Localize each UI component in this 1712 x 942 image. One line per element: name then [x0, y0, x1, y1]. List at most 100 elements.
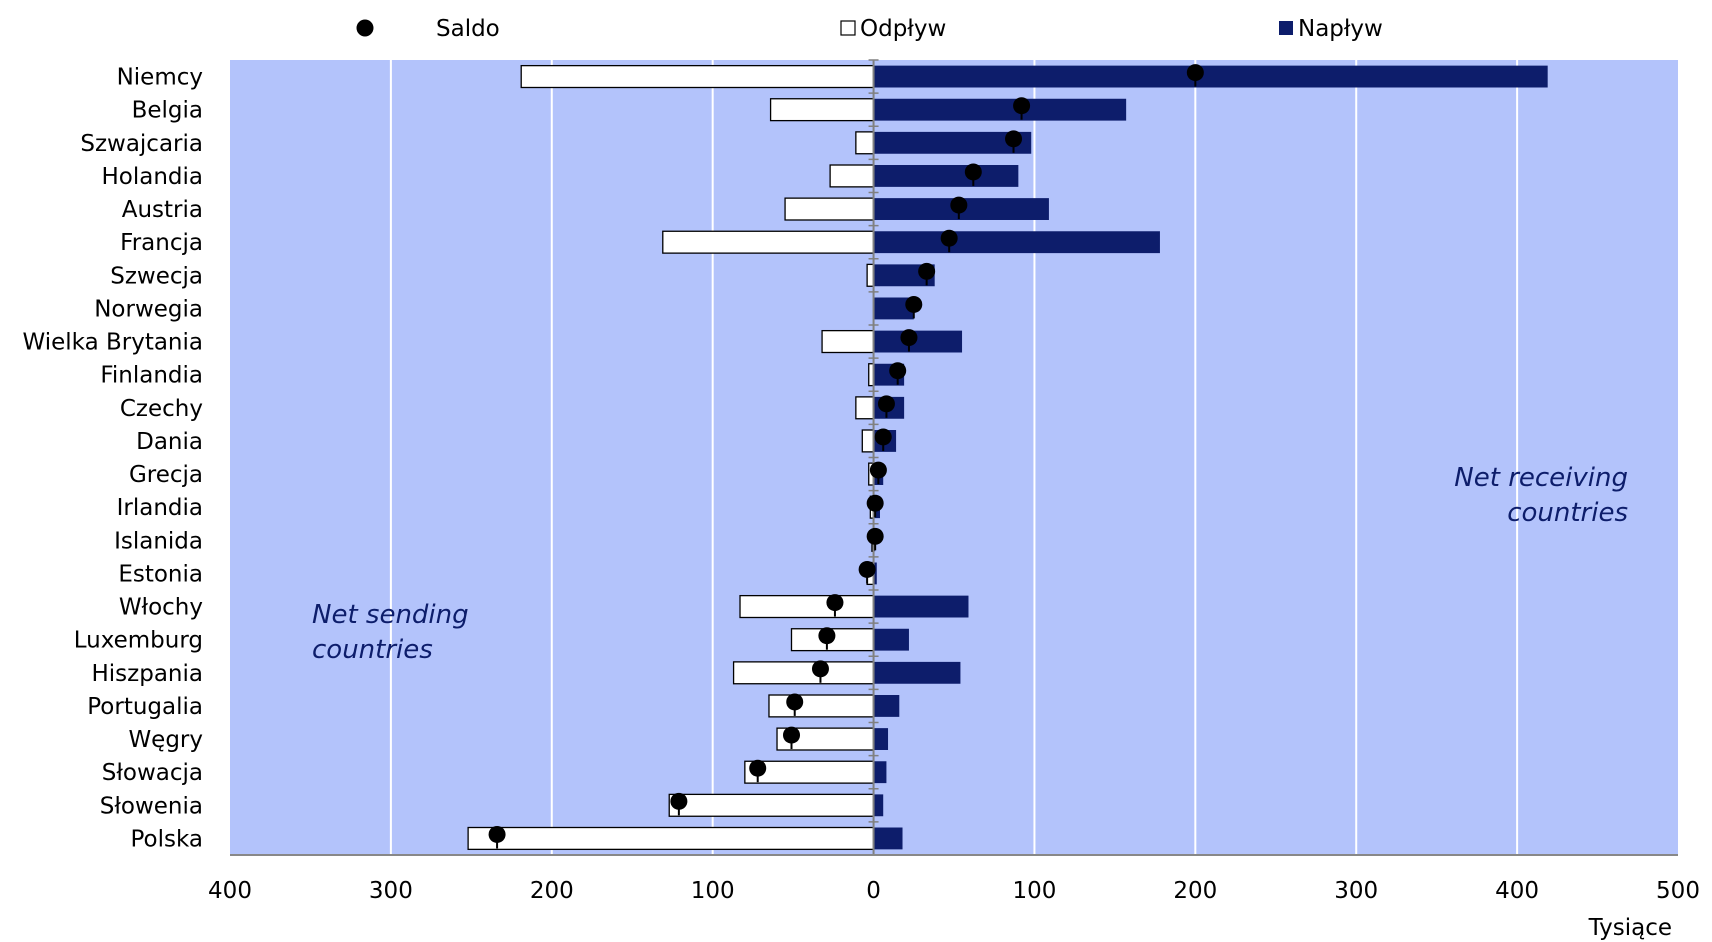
category-label: Słowenia: [100, 793, 203, 819]
saldo-point: [950, 196, 968, 214]
saldo-point: [818, 627, 836, 645]
legend: Saldo Odpływ Napływ: [356, 16, 1383, 42]
saldo-point: [1186, 64, 1204, 82]
bar-inflow: [873, 761, 887, 784]
bar-inflow: [873, 595, 969, 618]
bar-outflow: [732, 661, 875, 685]
category-label: Węgry: [128, 727, 203, 753]
saldo-point: [918, 262, 936, 280]
bar-outflow: [821, 329, 875, 354]
category-label: Estonia: [118, 561, 203, 587]
saldo-point: [783, 726, 801, 744]
bar-outflow: [668, 793, 875, 817]
saldo-point: [488, 825, 506, 843]
saldo-point: [905, 295, 923, 313]
bar-inflow: [873, 794, 884, 817]
category-label: Norwegia: [94, 296, 203, 322]
x-tick-label: 400: [208, 878, 252, 904]
saldo-point: [670, 792, 688, 810]
x-tick-label: 0: [866, 878, 881, 904]
bar-inflow: [873, 297, 914, 320]
bar-inflow: [873, 661, 961, 684]
bar-outflow: [769, 98, 875, 122]
annotation-net-sending: Net sending: [312, 600, 469, 630]
bar-outflow: [467, 826, 875, 851]
x-tick-label: 100: [1012, 878, 1056, 904]
x-tick-label: 500: [1656, 878, 1700, 904]
annotation-net-receiving: Net receiving: [1454, 463, 1628, 493]
category-label: Francja: [120, 230, 203, 256]
saldo-point: [866, 527, 884, 545]
saldo-point: [826, 594, 844, 612]
bar-outflow: [855, 396, 875, 420]
bar-outflow: [662, 230, 875, 254]
bar-outflow: [829, 164, 875, 188]
x-tick-label: 200: [1173, 878, 1217, 904]
bar-outflow: [739, 594, 875, 619]
category-label: Wielka Brytania: [22, 330, 203, 356]
bar-outflow: [520, 64, 875, 89]
saldo-point: [1013, 97, 1031, 115]
legend-label-naplyw: Napływ: [1298, 16, 1383, 42]
saldo-point: [866, 494, 884, 512]
category-label: Luxemburg: [74, 628, 203, 654]
bar-inflow: [873, 695, 900, 717]
category-label: Grecja: [129, 462, 203, 488]
bar-inflow: [873, 98, 1127, 121]
legend-swatch-odplyw: [840, 20, 856, 36]
category-label: Irlandia: [117, 495, 203, 521]
bar-inflow: [873, 65, 1548, 88]
category-label: Niemcy: [117, 65, 203, 91]
x-tick-labels: 400 300 200 100 0 100 200 300 400 500: [208, 878, 1700, 904]
x-tick-label: 300: [369, 878, 413, 904]
x-tick-label: 300: [1334, 878, 1378, 904]
category-label: Islanida: [114, 528, 203, 554]
bar-inflow: [873, 562, 877, 585]
category-label: Szwajcaria: [80, 131, 203, 157]
bar-inflow: [873, 231, 1160, 254]
category-label: Szwecja: [110, 263, 203, 289]
saldo-point: [940, 229, 958, 247]
saldo-point: [858, 560, 876, 578]
x-tick-label: 100: [691, 878, 735, 904]
bar-outflow: [855, 131, 875, 155]
bar-inflow: [873, 728, 889, 750]
category-labels: Niemcy Belgia Szwajcaria Holandia Austria Fra…: [22, 65, 203, 853]
bar-inflow: [873, 131, 1032, 154]
category-label: Austria: [122, 197, 203, 223]
x-tick-label: 400: [1495, 878, 1539, 904]
plot-area: [230, 60, 1678, 855]
bar-outflow: [784, 197, 875, 221]
bar-inflow: [873, 827, 903, 850]
saldo-point: [877, 395, 895, 413]
category-label: Polska: [130, 826, 203, 852]
bar-inflow: [873, 628, 909, 651]
annotation-net-receiving: countries: [1507, 498, 1628, 528]
category-label: Holandia: [101, 164, 203, 190]
saldo-point: [889, 362, 907, 380]
saldo-point: [1005, 130, 1023, 148]
category-label: Słowacja: [102, 760, 203, 786]
axes: [230, 59, 1678, 856]
legend-swatch-saldo: [356, 19, 374, 37]
category-label: Czechy: [120, 396, 203, 422]
saldo-point: [874, 428, 892, 446]
bar-inflow: [873, 165, 1019, 187]
category-label: Belgia: [132, 98, 203, 124]
bar-outflow: [768, 694, 875, 718]
saldo-point: [900, 329, 918, 347]
saldo-point: [811, 660, 829, 678]
category-label: Finlandia: [100, 363, 203, 389]
bars: [467, 64, 1548, 851]
x-tick-label: 200: [530, 878, 574, 904]
annotation-net-sending: countries: [312, 635, 433, 665]
category-label: Hiszpania: [92, 661, 204, 687]
category-label: Włochy: [119, 595, 203, 621]
legend-label-saldo: Saldo: [436, 16, 500, 42]
annotations: Net receiving countries Net sending countri…: [312, 463, 1628, 665]
category-label: Portugalia: [87, 694, 203, 720]
gridlines: [389, 60, 1519, 855]
category-label: Dania: [136, 429, 203, 455]
